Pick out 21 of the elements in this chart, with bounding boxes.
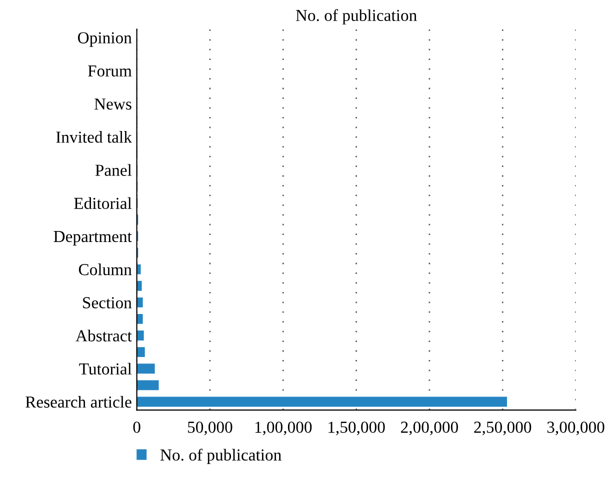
y-tick-label: Editorial <box>74 197 132 210</box>
y-tick-label: Panel <box>95 164 132 176</box>
x-tick-label: 2,00,000 <box>401 422 458 436</box>
y-tick-label: Abstract <box>76 330 132 342</box>
x-tick-label: 0 <box>133 422 140 433</box>
y-tick-label: Tutorial <box>79 362 132 375</box>
x-tick-label: 1,50,000 <box>328 422 385 436</box>
y-tick-label: Section <box>83 297 132 308</box>
y-tick-label: Research article <box>26 396 132 408</box>
y-tick-label: Forum <box>88 65 132 77</box>
y-tick-label: Opinion <box>78 32 132 47</box>
y-tick-label: News <box>94 98 132 110</box>
x-tick-label: 2,50,000 <box>474 422 532 436</box>
y-tick-label: Department <box>54 231 132 246</box>
y-tick-label: Invited talk <box>56 131 132 143</box>
x-tick-label: 3,00,000 <box>547 422 604 436</box>
legend-label: No. of publication <box>160 448 282 464</box>
y-tick-label: Column <box>78 264 132 276</box>
chart-title: No. of publication <box>296 9 417 24</box>
x-tick-label: 50,000 <box>188 422 232 436</box>
x-tick-label: 1,00,000 <box>255 422 312 436</box>
